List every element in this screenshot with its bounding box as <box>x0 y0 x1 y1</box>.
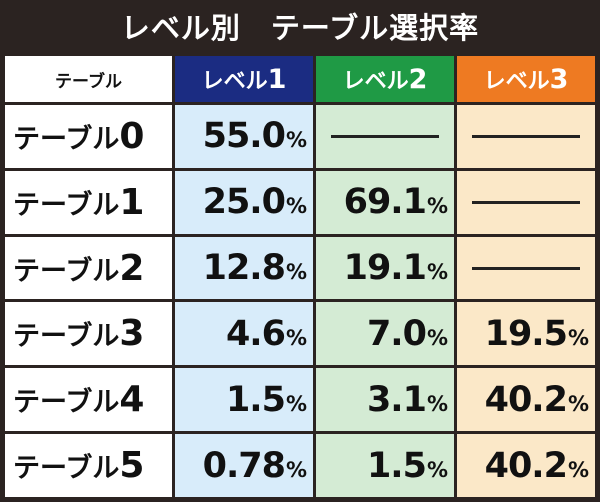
rate-cell <box>316 105 454 168</box>
percent-unit: % <box>567 457 589 482</box>
rate-cell: 12.8% <box>175 236 313 300</box>
column-header-level-3: レベル3 <box>457 56 595 102</box>
rate-cell: 40.2% <box>457 368 595 432</box>
row-number: 4 <box>119 379 145 421</box>
rate-cell: 4.6% <box>175 302 313 366</box>
percent-unit: % <box>426 391 448 416</box>
row-label: テーブル <box>13 123 120 155</box>
row-label: テーブル <box>13 189 120 221</box>
table-row: テーブル4 1.5% 3.1% 40.2% <box>5 368 595 432</box>
rate-cell: 7.0% <box>316 302 454 366</box>
row-number: 2 <box>119 247 145 289</box>
rate-cell <box>457 236 595 300</box>
row-header-table-4: テーブル4 <box>5 368 172 432</box>
rate-cell <box>457 105 595 168</box>
table-row: テーブル0 55.0% <box>5 105 595 168</box>
rate-cell: 0.78% <box>175 434 313 497</box>
row-number: 3 <box>119 313 145 355</box>
row-label: テーブル <box>13 255 120 287</box>
rate-value: 12.8 <box>202 248 286 289</box>
level-label: レベル <box>483 69 550 94</box>
percent-unit: % <box>426 194 448 219</box>
percent-unit: % <box>285 457 307 482</box>
level-number: 3 <box>549 64 569 95</box>
not-applicable-dash <box>472 200 580 204</box>
rate-value: 3.1 <box>366 379 427 420</box>
rate-cell: 55.0% <box>175 105 313 168</box>
percent-unit: % <box>285 260 307 285</box>
level-number: 2 <box>408 64 428 95</box>
table-body: テーブル0 55.0% テーブル1 25.0% 69.1% テーブル2 12.8% 19.1%… <box>5 105 595 497</box>
row-header-table-2: テーブル2 <box>5 236 172 300</box>
level-label: レベル <box>342 69 409 94</box>
row-label: テーブル <box>13 453 120 485</box>
column-header-table: テーブル <box>5 56 172 102</box>
row-number: 1 <box>119 181 145 223</box>
rate-value: 55.0 <box>202 116 286 157</box>
not-applicable-dash <box>472 266 580 270</box>
not-applicable-dash <box>472 134 580 138</box>
percent-unit: % <box>426 457 448 482</box>
percent-unit: % <box>426 260 448 285</box>
rate-value: 40.2 <box>484 445 568 486</box>
rate-value: 19.1 <box>343 248 427 289</box>
row-header-table-5: テーブル5 <box>5 434 172 497</box>
rate-cell <box>457 170 595 234</box>
percent-unit: % <box>285 128 307 153</box>
percent-unit: % <box>285 194 307 219</box>
percent-unit: % <box>426 325 448 350</box>
not-applicable-dash <box>331 134 439 138</box>
rate-value: 1.5 <box>366 445 427 486</box>
percent-unit: % <box>567 325 589 350</box>
rate-cell: 40.2% <box>457 434 595 497</box>
rate-value: 4.6 <box>225 313 286 354</box>
row-number: 5 <box>119 445 145 487</box>
row-header-table-0: テーブル0 <box>5 105 172 168</box>
row-header-table-3: テーブル3 <box>5 302 172 366</box>
table-row: テーブル2 12.8% 19.1% <box>5 236 595 300</box>
percent-unit: % <box>285 391 307 416</box>
percent-unit: % <box>567 391 589 416</box>
rate-cell: 3.1% <box>316 368 454 432</box>
column-header-level-1: レベル1 <box>175 56 313 102</box>
rate-value: 0.78 <box>202 445 286 486</box>
table-header-row: テーブル レベル1 レベル2 レベル3 <box>5 56 595 102</box>
rate-value: 1.5 <box>225 379 286 420</box>
rate-value: 7.0 <box>366 313 427 354</box>
rate-cell: 19.5% <box>457 302 595 366</box>
rate-cell: 19.1% <box>316 236 454 300</box>
row-label: テーブル <box>13 387 120 419</box>
page-title: レベル別 テーブル選択率 <box>120 11 480 45</box>
selection-rate-table: テーブル レベル1 レベル2 レベル3 テーブル0 55.0% テーブル1 25.0%… <box>2 53 598 500</box>
row-label: テーブル <box>13 321 120 353</box>
rate-value: 40.2 <box>484 379 568 420</box>
rate-value: 19.5 <box>484 313 568 354</box>
table-row: テーブル1 25.0% 69.1% <box>5 170 595 234</box>
rate-cell: 25.0% <box>175 170 313 234</box>
level-number: 1 <box>267 64 287 95</box>
column-header-level-2: レベル2 <box>316 56 454 102</box>
rate-value: 25.0 <box>202 182 286 223</box>
row-header-table-1: テーブル1 <box>5 170 172 234</box>
rate-value: 69.1 <box>343 182 427 223</box>
percent-unit: % <box>285 325 307 350</box>
rate-cell: 69.1% <box>316 170 454 234</box>
table-row: テーブル5 0.78% 1.5% 40.2% <box>5 434 595 497</box>
rate-cell: 1.5% <box>175 368 313 432</box>
rate-cell: 1.5% <box>316 434 454 497</box>
table-row: テーブル3 4.6% 7.0% 19.5% <box>5 302 595 366</box>
level-label: レベル <box>201 69 268 94</box>
row-number: 0 <box>119 115 145 157</box>
